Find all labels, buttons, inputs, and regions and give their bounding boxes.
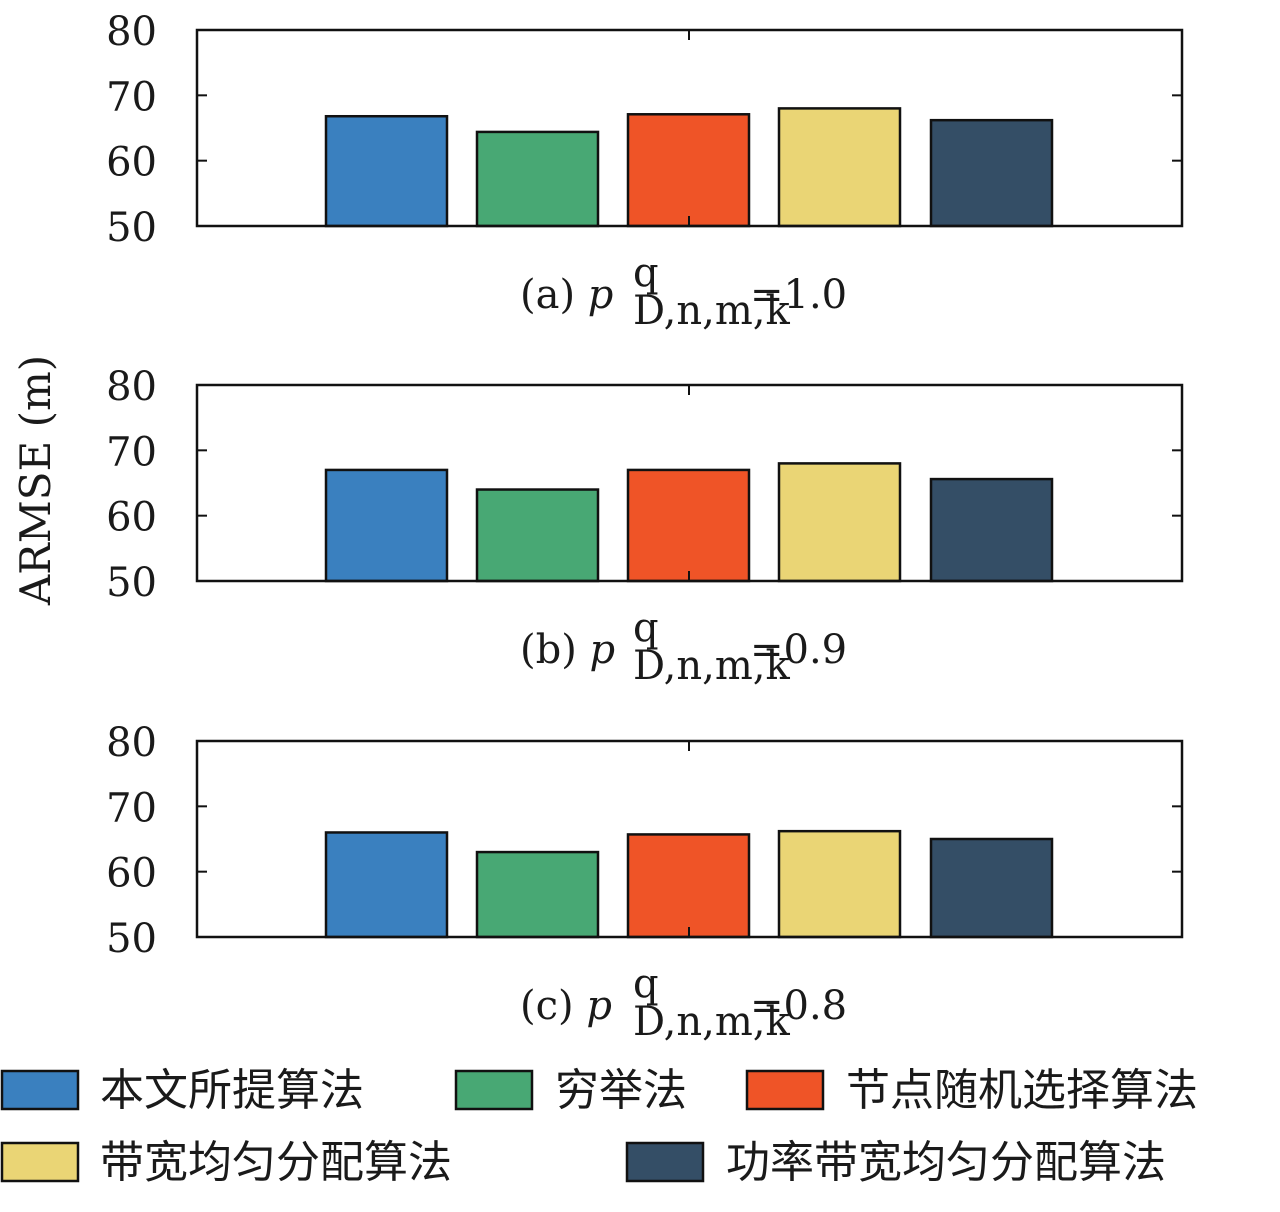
y-tick-label: 70 bbox=[106, 785, 157, 831]
bar bbox=[475, 488, 600, 583]
bar bbox=[626, 113, 751, 228]
caption-value: =0.9 bbox=[750, 627, 847, 673]
legend-item: 功率带宽均匀分配算法 bbox=[625, 1137, 1166, 1188]
bar bbox=[777, 107, 902, 228]
legend-label: 节点随机选择算法 bbox=[846, 1065, 1198, 1116]
y-tick-label: 70 bbox=[106, 74, 157, 120]
caption-superscript: q bbox=[633, 605, 659, 651]
caption-subscript: D,n,m,k bbox=[633, 643, 790, 689]
y-tick-label: 50 bbox=[106, 560, 157, 606]
y-axis-label: ARMSE (m) bbox=[11, 355, 60, 606]
caption-value: =1.0 bbox=[750, 272, 847, 318]
legend-swatch bbox=[454, 1069, 534, 1111]
bar bbox=[929, 118, 1054, 228]
y-tick-label: 50 bbox=[106, 205, 157, 251]
legend-label: 带宽均匀分配算法 bbox=[100, 1137, 452, 1188]
y-tick-label: 60 bbox=[106, 851, 157, 897]
legend-swatch bbox=[0, 1069, 80, 1111]
panel-caption: (b) p bbox=[520, 627, 615, 673]
legend-label: 本文所提算法 bbox=[100, 1065, 364, 1116]
bar bbox=[324, 468, 449, 583]
caption-subscript: D,n,m,k bbox=[633, 999, 790, 1045]
legend-swatch bbox=[0, 1141, 80, 1183]
legend-item: 本文所提算法 bbox=[0, 1065, 364, 1116]
panel-b: 50 60 70 80 (b) p qD,n,m,k=0.9 bbox=[106, 364, 1184, 689]
legend-label: 穷举法 bbox=[555, 1065, 687, 1116]
bar bbox=[777, 462, 902, 583]
legend-item: 穷举法 bbox=[454, 1065, 687, 1116]
bar bbox=[475, 130, 600, 228]
y-tick-label: 80 bbox=[106, 364, 157, 410]
y-tick-label: 50 bbox=[106, 916, 157, 962]
bar bbox=[777, 829, 902, 939]
legend-item: 带宽均匀分配算法 bbox=[0, 1137, 452, 1188]
legend-label: 功率带宽均匀分配算法 bbox=[726, 1137, 1166, 1188]
y-tick-label: 80 bbox=[106, 9, 157, 55]
panel-c: 50 60 70 80 (c) p qD,n,m,k=0.8 bbox=[106, 720, 1184, 1045]
legend-swatch bbox=[625, 1141, 705, 1183]
caption-subscript: D,n,m,k bbox=[633, 288, 790, 334]
panel-caption: (c) p bbox=[520, 983, 612, 1029]
y-tick-label: 80 bbox=[106, 720, 157, 766]
y-tick-label: 60 bbox=[106, 495, 157, 541]
legend-swatch bbox=[745, 1069, 825, 1111]
y-tick-label: 60 bbox=[106, 140, 157, 186]
bar bbox=[324, 831, 449, 939]
bar bbox=[324, 114, 449, 228]
panel-caption: (a) p bbox=[520, 272, 613, 318]
caption-superscript: q bbox=[633, 250, 659, 296]
panel-a: 50 60 70 80 (a) p qD,n,m,k=1.0 bbox=[106, 9, 1184, 334]
y-tick-label: 70 bbox=[106, 429, 157, 475]
legend-item: 节点随机选择算法 bbox=[745, 1065, 1198, 1116]
bar bbox=[929, 477, 1054, 583]
bar bbox=[626, 833, 751, 939]
caption-value: =0.8 bbox=[750, 983, 847, 1029]
bar bbox=[475, 850, 600, 939]
bar bbox=[626, 468, 751, 583]
bar bbox=[929, 837, 1054, 939]
caption-superscript: q bbox=[633, 961, 659, 1007]
